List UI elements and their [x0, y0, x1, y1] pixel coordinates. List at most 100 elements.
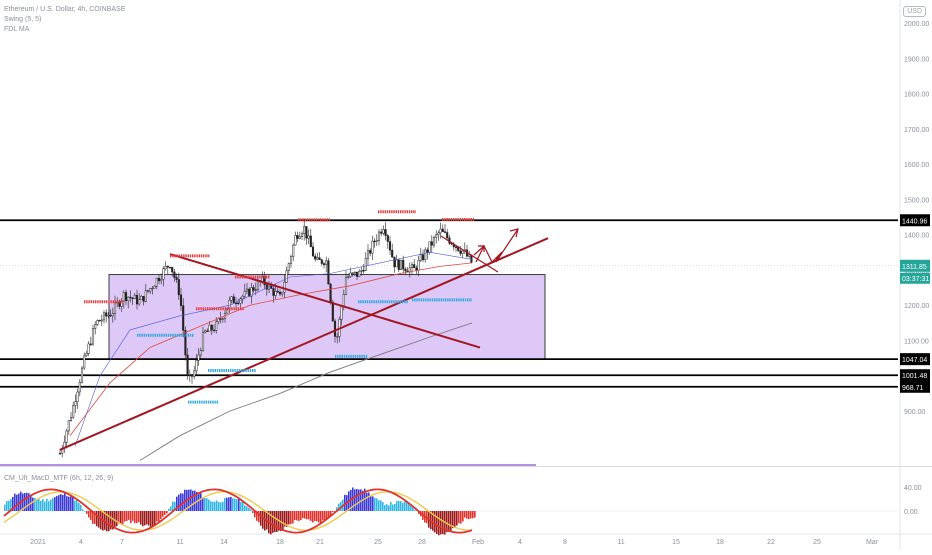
histogram-bar — [236, 499, 238, 511]
histogram-bar — [318, 511, 320, 523]
candle-body — [219, 318, 222, 320]
x-tick-label: 14 — [220, 539, 228, 546]
candle-body — [105, 312, 108, 317]
histogram-bar — [460, 511, 462, 524]
histogram-bar — [306, 511, 308, 520]
candle-body — [195, 360, 198, 372]
histogram-bar — [64, 493, 66, 511]
countdown-label: 03:37:31 — [902, 276, 929, 283]
histogram-bar — [60, 494, 62, 511]
histogram-bar — [24, 492, 26, 511]
candle-body — [349, 272, 352, 277]
histogram-bar — [176, 496, 178, 511]
histogram-bar — [164, 511, 166, 515]
histogram-bar — [410, 505, 412, 511]
histogram-bar — [136, 511, 138, 524]
candle-body — [186, 354, 189, 376]
histogram-bar — [392, 504, 394, 511]
histogram-bar — [126, 511, 128, 521]
candle-body — [320, 259, 323, 264]
candle-body — [250, 287, 253, 297]
candle-body — [380, 231, 383, 234]
candle-body — [355, 271, 359, 277]
histogram-bar — [48, 501, 50, 511]
histogram-bar — [188, 489, 190, 511]
histogram-bar — [370, 496, 372, 511]
histogram-bar — [304, 511, 306, 519]
histogram-bar — [124, 511, 126, 522]
histogram-bar — [214, 501, 216, 511]
candle-body — [146, 290, 150, 292]
candle-body — [162, 268, 165, 280]
candle-body — [454, 246, 458, 248]
histogram-bar — [458, 511, 460, 524]
x-tick-label: 2021 — [30, 539, 46, 546]
histogram-bar — [38, 499, 40, 511]
x-tick-label: 18 — [276, 539, 284, 546]
candle-body — [221, 318, 224, 320]
histogram-bar — [408, 503, 410, 511]
histogram-bar — [32, 497, 34, 511]
histogram-bar — [224, 498, 226, 511]
histogram-bar — [298, 511, 300, 522]
histogram-bar — [198, 493, 200, 511]
candle-body — [375, 240, 378, 242]
candle-body — [274, 290, 277, 296]
candle-body — [248, 288, 251, 297]
histogram-bar — [412, 507, 414, 511]
candle-body — [232, 296, 235, 304]
histogram-bar — [92, 511, 94, 524]
candle-body — [298, 236, 301, 239]
support-1-label-bg — [900, 353, 930, 366]
candle-body — [283, 282, 286, 293]
candle-body — [307, 235, 310, 239]
candle-body — [230, 296, 233, 301]
histogram-bar — [114, 511, 116, 528]
histogram-bar — [118, 511, 120, 524]
histogram-bar — [314, 511, 316, 521]
histogram-bar — [280, 511, 282, 532]
candle-body — [287, 263, 290, 272]
histogram-bar — [10, 499, 12, 511]
currency-badge[interactable]: USD — [903, 6, 926, 17]
histogram-bar — [472, 511, 474, 519]
histogram-bar — [474, 511, 476, 518]
histogram-bar — [170, 506, 172, 511]
candle-body — [94, 324, 97, 329]
candle-body — [208, 325, 211, 332]
histogram-bar — [376, 498, 378, 511]
histogram-bar — [302, 511, 304, 519]
histogram-bar — [98, 511, 100, 528]
candle-body — [155, 277, 158, 287]
candle-body — [421, 254, 425, 261]
candle-body — [166, 265, 169, 268]
histogram-bar — [16, 494, 18, 511]
support-1-label: 1047.04 — [902, 357, 927, 364]
histogram-bar — [34, 498, 36, 511]
candle-body — [446, 232, 449, 239]
candle-body — [193, 370, 196, 377]
histogram-bar — [52, 498, 54, 511]
histogram-bar — [244, 505, 246, 511]
candle-body — [426, 249, 429, 253]
x-tick-label: 4 — [518, 539, 522, 546]
candle-body — [199, 350, 202, 356]
candle-body — [201, 331, 205, 351]
histogram-bar — [218, 502, 220, 511]
candle-body — [241, 295, 244, 299]
y-tick-label: 1900.00 — [904, 56, 929, 63]
histogram-bar — [322, 511, 324, 521]
histogram-bar — [284, 511, 286, 527]
histogram-bar — [332, 511, 334, 512]
candle-body — [437, 232, 440, 235]
candle-body — [210, 325, 213, 331]
histogram-bar — [216, 500, 218, 511]
histogram-bar — [66, 496, 68, 511]
support-2-label: 1001.48 — [902, 373, 927, 380]
histogram-bar — [140, 511, 142, 525]
support-2-label-bg — [900, 369, 930, 382]
signal-line — [3, 491, 473, 531]
candle-body — [391, 249, 394, 258]
